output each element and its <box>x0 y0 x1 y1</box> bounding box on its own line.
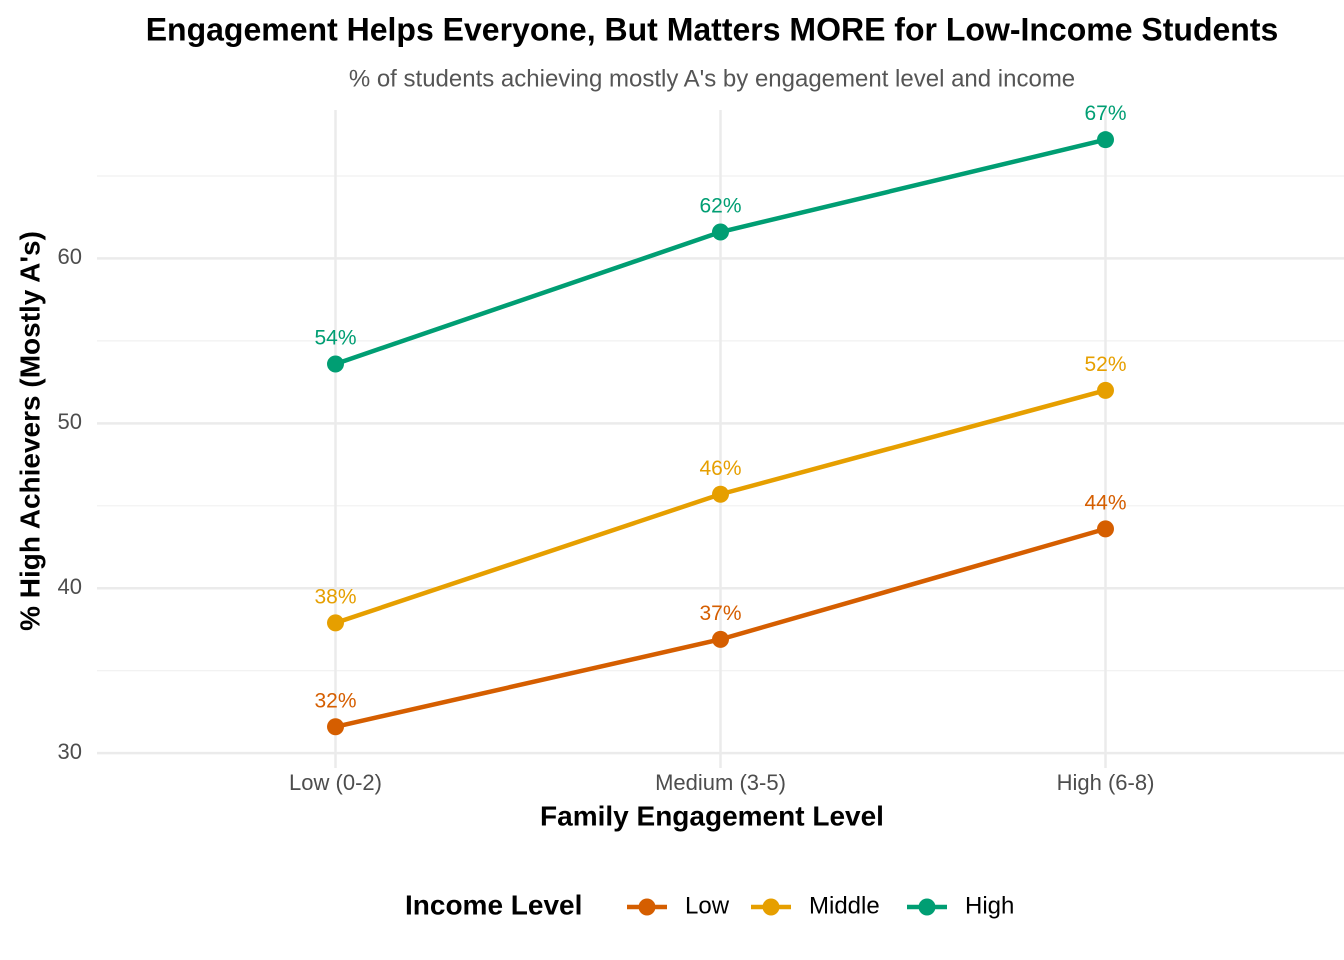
x-axis-title: Family Engagement Level <box>540 800 884 831</box>
y-tick-label: 50 <box>58 409 82 434</box>
data-label: 37% <box>699 602 741 625</box>
data-label: 62% <box>699 195 741 218</box>
data-label: 44% <box>1084 491 1126 514</box>
data-label: 54% <box>314 327 356 350</box>
y-tick-label: 60 <box>58 244 82 269</box>
data-point <box>712 223 729 241</box>
data-label: 46% <box>699 457 741 480</box>
x-tick-label: High (6-8) <box>1057 770 1155 795</box>
legend-label: Middle <box>809 892 880 919</box>
data-point <box>327 614 344 632</box>
legend-label: Low <box>685 892 730 919</box>
legend-swatch-point <box>638 898 656 916</box>
y-tick-label: 40 <box>58 574 82 599</box>
data-point <box>1097 520 1114 538</box>
chart-title: Engagement Helps Everyone, But Matters M… <box>146 11 1279 47</box>
y-axis-title: % High Achievers (Mostly A's) <box>14 231 45 631</box>
x-tick-label: Medium (3-5) <box>655 770 786 795</box>
legend-swatch-point <box>918 898 936 916</box>
x-tick-label: Low (0-2) <box>289 770 382 795</box>
data-point <box>327 718 344 736</box>
legend-label: High <box>965 892 1014 919</box>
chart-subtitle: % of students achieving mostly A's by en… <box>349 65 1075 92</box>
data-label: 32% <box>314 689 356 712</box>
y-tick-label: 30 <box>58 739 82 764</box>
data-label: 67% <box>1084 102 1126 125</box>
legend-title: Income Level <box>405 889 582 920</box>
data-point <box>712 485 729 503</box>
data-label: 52% <box>1084 353 1126 376</box>
legend-swatch-point <box>762 898 780 916</box>
data-point <box>327 355 344 373</box>
data-label: 38% <box>314 585 356 608</box>
data-point <box>712 630 729 648</box>
data-point <box>1097 131 1114 149</box>
data-point <box>1097 381 1114 399</box>
